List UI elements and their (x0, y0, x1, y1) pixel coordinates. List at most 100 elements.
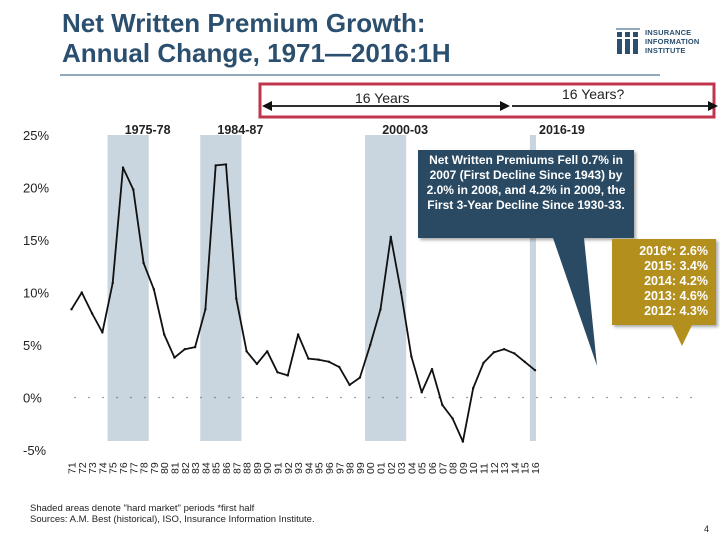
interval-frame-box (258, 82, 716, 119)
x-tick-label: 16 (530, 462, 542, 474)
y-tick-label: -5% (23, 443, 47, 458)
x-axis: 7172737475767778798081828384858687888990… (67, 462, 543, 474)
premium-growth-line (70, 163, 536, 443)
data-point (472, 386, 475, 390)
x-tick-label: 85 (211, 462, 223, 474)
x-tick-label: 86 (221, 462, 233, 474)
x-tick-label: 97 (334, 462, 346, 474)
data-point (245, 350, 248, 353)
data-point (214, 164, 217, 167)
title-line-2: Annual Change, 1971—2016:1H (62, 38, 451, 68)
data-point (451, 417, 454, 420)
x-tick-label: 08 (448, 462, 460, 474)
interval-arrow-1-right-head (500, 101, 510, 111)
data-point (255, 362, 259, 366)
x-tick-label: 89 (252, 462, 264, 474)
y-tick-label: 10% (23, 286, 49, 301)
data-point (163, 333, 166, 336)
x-tick-label: 07 (437, 462, 449, 474)
x-tick-label: 74 (97, 462, 109, 474)
x-tick-label: 83 (190, 462, 202, 474)
recent-growth-callout: 2016*: 2.6% 2015: 3.4% 2014: 4.2% 2013: … (612, 239, 716, 325)
x-tick-label: 71 (67, 462, 79, 474)
x-tick-label: 82 (180, 462, 192, 474)
interval-arrow-2-head (708, 101, 718, 111)
x-tick-label: 99 (355, 462, 367, 474)
x-tick-label: 78 (139, 462, 151, 474)
data-point (235, 297, 238, 300)
interval-frame: 16 Years 16 Years? (258, 82, 718, 119)
data-point (152, 288, 156, 291)
x-tick-label: 92 (283, 462, 295, 474)
footnote-sources: Sources: A.M. Best (historical), ISO, In… (30, 514, 315, 525)
logo-text: INSURANCE INFORMATION INSTITUTE (645, 28, 700, 55)
x-tick-label: 87 (231, 462, 243, 474)
data-point (420, 391, 423, 394)
data-point (286, 374, 289, 377)
period-label: 1975-78 (125, 123, 171, 137)
data-point (502, 348, 506, 351)
x-tick-label: 12 (489, 462, 501, 474)
data-point (317, 358, 320, 361)
iii-logo-icon (616, 28, 640, 54)
logo-line-3: INSTITUTE (645, 46, 686, 55)
data-point (80, 291, 84, 294)
x-tick-label: 04 (406, 462, 418, 474)
x-tick-label: 05 (417, 462, 429, 474)
data-point (183, 348, 186, 351)
decline-callout: Net Written Premiums Fell 0.7% in 2007 (… (418, 150, 634, 238)
page-number: 4 (704, 524, 710, 534)
recent-growth-2015: 2015: 3.4% (644, 259, 708, 273)
data-point (513, 352, 516, 355)
data-point (492, 351, 495, 354)
data-point (111, 281, 114, 285)
data-point (369, 343, 372, 347)
data-point (70, 308, 73, 311)
x-tick-label: 88 (242, 462, 254, 474)
x-tick-label: 90 (262, 462, 274, 474)
x-tick-label: 98 (345, 462, 357, 474)
data-point (338, 365, 341, 369)
data-point (533, 369, 537, 372)
x-tick-label: 06 (427, 462, 439, 474)
x-tick-label: 75 (108, 462, 120, 474)
data-point (173, 356, 176, 359)
data-point (461, 440, 465, 443)
data-point (430, 367, 434, 371)
recent-growth-2016: 2016*: 2.6% (639, 244, 708, 258)
y-tick-label: 0% (23, 391, 42, 406)
data-point (266, 350, 269, 353)
x-tick-label: 96 (324, 462, 336, 474)
x-tick-label: 02 (386, 462, 398, 474)
x-tick-label: 81 (170, 462, 182, 474)
data-point (142, 261, 145, 265)
y-tick-label: 15% (23, 233, 49, 248)
slide-title: Net Written Premium Growth: Annual Chang… (62, 8, 451, 68)
x-tick-label: 76 (118, 462, 130, 474)
x-tick-label: 09 (458, 462, 470, 474)
x-tick-label: 94 (303, 462, 315, 474)
data-point (121, 166, 125, 169)
shaded-period-1975-78 (107, 135, 149, 441)
data-point (348, 383, 351, 387)
iii-logo: INSURANCE INFORMATION INSTITUTE (616, 26, 712, 58)
period-labels: 1975-78 1984-87 2000-03 2016-19 (125, 123, 585, 137)
y-tick-label: 25% (23, 128, 49, 143)
x-tick-label: 03 (396, 462, 408, 474)
data-point (101, 331, 104, 334)
period-label: 2000-03 (382, 123, 428, 137)
x-tick-label: 15 (520, 462, 532, 474)
y-axis: -5% 0% 5% 10% 15% 20% 25% (23, 128, 49, 458)
x-tick-label: 14 (509, 462, 521, 474)
recent-growth-2014: 2014: 4.2% (644, 274, 708, 288)
data-point (296, 333, 300, 336)
data-point (327, 360, 331, 363)
logo-line-1: INSURANCE (645, 28, 692, 37)
x-tick-label: 01 (376, 462, 388, 474)
x-tick-label: 93 (293, 462, 305, 474)
x-tick-label: 73 (87, 462, 99, 474)
shaded-period-2016-19 (529, 135, 537, 441)
data-point (276, 371, 279, 374)
x-tick-label: 13 (499, 462, 511, 474)
